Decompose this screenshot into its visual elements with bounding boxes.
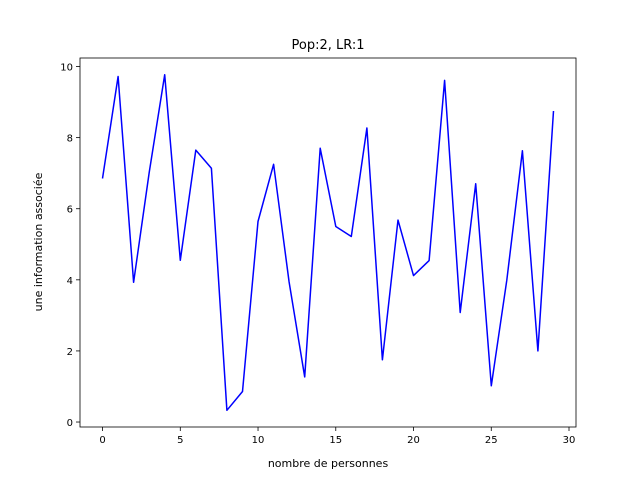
- series-line-0: [101, 73, 555, 412]
- x-tick-label: 15: [329, 435, 342, 446]
- x-axis-ticks: 0 5 10 15 20 25 30: [99, 427, 575, 446]
- x-tick-label: 25: [485, 435, 498, 446]
- x-tick-label: 0: [99, 435, 105, 446]
- chart-title: Pop:2, LR:1: [291, 38, 364, 53]
- y-tick-label: 10: [60, 63, 73, 74]
- y-tick-label: 2: [67, 347, 73, 358]
- x-axis-label: nombre de personnes: [268, 457, 389, 470]
- y-axis-label: une information associée: [32, 172, 45, 311]
- y-tick-label: 4: [67, 276, 73, 287]
- y-tick-label: 8: [67, 134, 73, 145]
- y-tick-label: 0: [67, 418, 73, 429]
- plot-frame: [79, 57, 577, 428]
- plot-area: [79, 57, 577, 428]
- y-axis-ticks: 0 2 4 6 8 10: [60, 63, 80, 429]
- x-tick-label: 30: [563, 435, 576, 446]
- y-tick-label: 6: [67, 205, 73, 216]
- x-tick-label: 20: [407, 435, 420, 446]
- x-tick-label: 10: [252, 435, 265, 446]
- x-tick-label: 5: [177, 435, 183, 446]
